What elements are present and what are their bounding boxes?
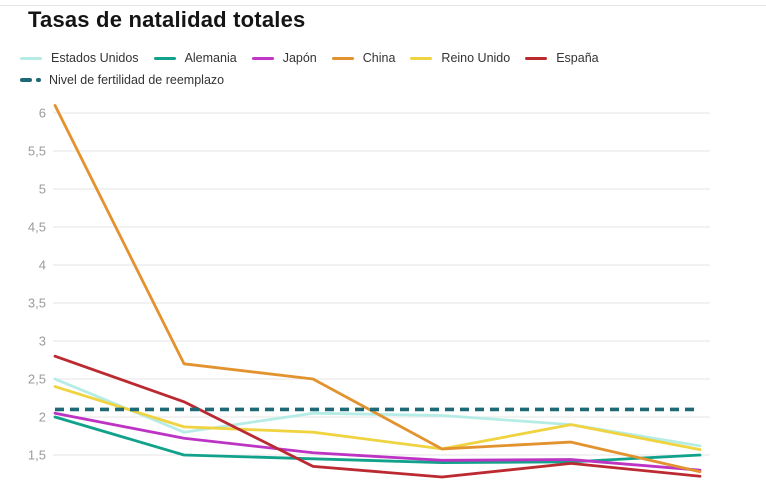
legend-swatch-japon [251, 56, 274, 60]
legend-item-reino-unido: Reino Unido [410, 51, 510, 65]
series-line-espana [53, 354, 702, 479]
series-line-japon [53, 411, 702, 472]
legend-series: Estados Unidos Alemania Japón China Reino Un… [20, 51, 614, 65]
y-tick-label-5,5: 5,5 [28, 144, 46, 159]
chart-title: Tasas de natalidad totales [28, 7, 306, 32]
legend-swatch-espana [525, 56, 548, 60]
y-tick-label-1,5: 1,5 [28, 448, 46, 463]
dash-long-icon [20, 78, 32, 82]
legend-item-japon: Japón [251, 51, 317, 65]
legend-swatch-reino-unido [410, 56, 433, 60]
y-tick-label-4,5: 4,5 [28, 220, 46, 235]
legend-item-alemania: Alemania [153, 51, 237, 65]
legend-swatch-estados-unidos [20, 56, 42, 60]
legend-swatch-alemania [153, 56, 176, 60]
dashed-line-swatch [20, 78, 41, 82]
y-tick-label-3: 3 [39, 334, 46, 349]
legend-label-espana: España [556, 51, 599, 65]
legend-label-reference: Nivel de fertilidad de reemplazo [49, 73, 225, 87]
legend-item-estados-unidos: Estados Unidos [20, 51, 139, 65]
legend-swatch-china [331, 56, 354, 60]
legend-label-china: China [362, 51, 396, 65]
series-line-china [53, 104, 702, 474]
top-divider [0, 5, 766, 6]
legend-label-estados-unidos: Estados Unidos [51, 51, 139, 65]
legend-item-china: China [331, 51, 396, 65]
legend-reference: Nivel de fertilidad de reemplazo [20, 73, 224, 87]
y-tick-label-3,5: 3,5 [28, 296, 46, 311]
y-tick-label-2: 2 [39, 410, 46, 425]
legend-item-espana: España [525, 51, 599, 65]
dash-dot-icon [36, 78, 41, 82]
y-tick-label-6: 6 [39, 106, 46, 121]
legend-label-alemania: Alemania [184, 51, 237, 65]
series-line-reino-unido [53, 385, 702, 452]
y-tick-label-4: 4 [39, 258, 46, 273]
legend-label-japon: Japón [282, 51, 317, 65]
y-tick-label-2,5: 2,5 [28, 372, 46, 387]
y-tick-label-5: 5 [39, 182, 46, 197]
legend-label-reino-unido: Reino Unido [441, 51, 511, 65]
